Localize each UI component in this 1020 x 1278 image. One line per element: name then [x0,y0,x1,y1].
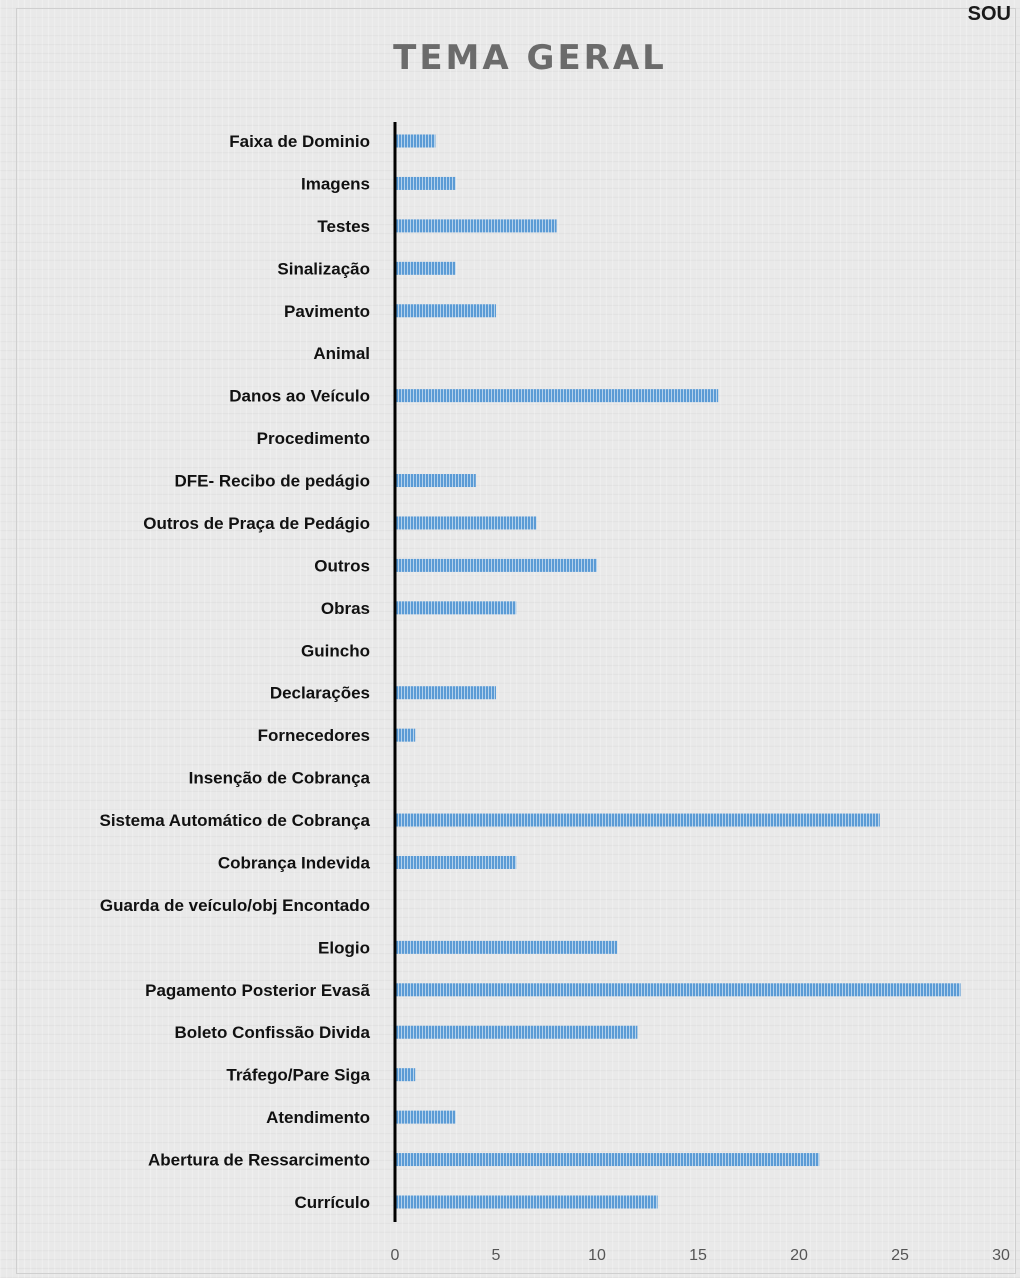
bar [395,728,416,742]
category-label: Sinalização [277,259,370,278]
bar [395,686,496,700]
category-label: Animal [313,344,370,363]
bars-group [395,134,961,1209]
bar [395,1195,658,1209]
bar [395,176,456,190]
category-label: Declarações [270,684,370,703]
bar [395,1110,456,1124]
category-label: Pavimento [284,302,370,321]
category-label: Guarda de veículo/obj Encontado [100,896,370,915]
x-tick-labels-group: 0 5 10 15 20 25 30 [391,1247,1010,1264]
category-label: Cobrança Indevida [218,853,371,872]
corner-logo-text: SOU [967,3,1011,25]
category-label: Outros [314,556,370,575]
category-label: Pagamento Posterior Evasã [145,981,370,1000]
bar [395,261,456,275]
category-label: Atendimento [266,1108,370,1127]
x-tick-label: 25 [891,1247,909,1264]
bar [395,1068,416,1082]
category-label: Faixa de Dominio [229,132,370,151]
bar [395,601,517,615]
bar [395,1025,638,1039]
bar [395,983,961,997]
category-label: Insenção de Cobrança [189,769,371,788]
bar [395,855,517,869]
category-label: Tráfego/Pare Siga [226,1066,370,1085]
x-tick-label: 15 [689,1247,707,1264]
bar [395,474,476,488]
bar [395,516,537,530]
bar [395,389,719,403]
category-label: Elogio [318,938,370,957]
category-label: Danos ao Veículo [229,387,370,406]
category-label: Sistema Automático de Cobrança [100,811,371,830]
x-tick-label: 30 [992,1247,1010,1264]
x-tick-label: 20 [790,1247,808,1264]
chart-title: TEMA GERAL [393,38,667,78]
category-label: Abertura de Ressarcimento [148,1151,370,1170]
category-label: Obras [321,599,370,618]
category-label: Currículo [294,1193,370,1212]
x-tick-label: 10 [588,1247,606,1264]
x-tick-label: 5 [492,1247,501,1264]
category-label: Imagens [301,174,370,193]
bar [395,304,496,318]
bar [395,219,557,233]
category-label: Testes [317,217,370,236]
category-label: DFE- Recibo de pedágio [174,472,370,491]
chart-frame: SOU [16,3,1016,1274]
bar [395,813,880,827]
category-label: Outros de Praça de Pedágio [143,514,370,533]
category-label: Guincho [301,641,370,660]
category-label: Procedimento [257,429,370,448]
bar [395,558,597,572]
category-labels-group: Faixa de Dominio Imagens Testes Sinalização… [100,132,371,1212]
category-label: Fornecedores [258,726,370,745]
bar [395,1153,820,1167]
bar [395,940,618,954]
bar [395,134,436,148]
x-tick-label: 0 [391,1247,400,1264]
category-label: Boleto Confissão Divida [174,1023,370,1042]
